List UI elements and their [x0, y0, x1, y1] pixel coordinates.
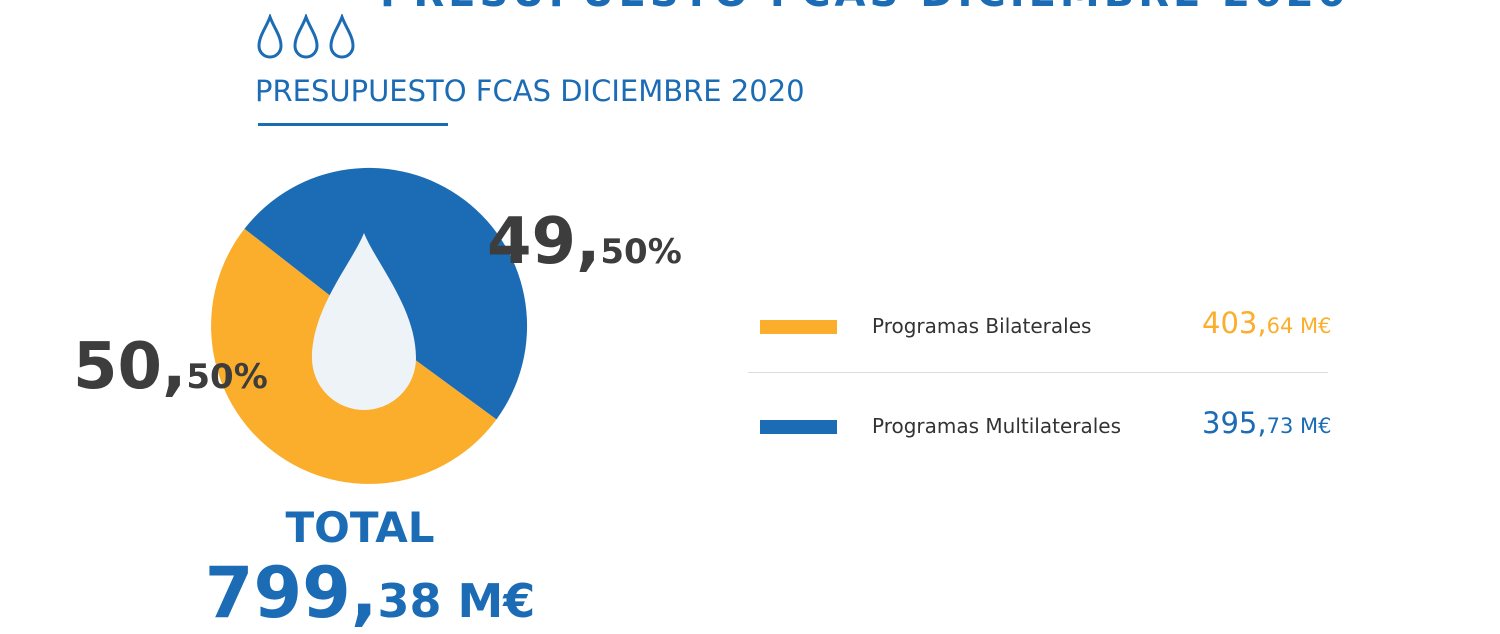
legend-swatch-orange	[760, 320, 837, 334]
legend-divider	[748, 372, 1328, 373]
legend-item-multilaterales: Programas Multilaterales 395,73 M€	[760, 406, 1360, 442]
water-drop-icon	[293, 14, 319, 59]
water-drop-icon	[329, 14, 355, 59]
legend-swatch-blue	[760, 420, 837, 434]
slice-label-multilaterales: 49,50%	[487, 205, 682, 279]
total-value: 799,38 M€	[204, 552, 536, 634]
total-label: TOTAL	[285, 503, 435, 552]
pie-chart	[211, 167, 528, 484]
drop-icons	[256, 14, 356, 62]
water-drop-icon	[312, 233, 416, 410]
page-title: PRESUPUESTO FCAS DICIEMBRE 2020	[255, 74, 805, 108]
slice-label-bilaterales: 50,50%	[73, 330, 268, 404]
legend-value: 395,73 M€	[1202, 406, 1332, 440]
title-underline	[258, 123, 448, 126]
legend-label: Programas Bilaterales	[872, 314, 1092, 338]
cut-off-title: PRESUPUESTO FCAS DICIEMBRE 2020	[380, 0, 1350, 16]
legend-label: Programas Multilaterales	[872, 414, 1122, 438]
water-drop-icon	[257, 14, 283, 59]
legend-item-bilaterales: Programas Bilaterales 403,64 M€	[760, 306, 1360, 342]
legend-value: 403,64 M€	[1202, 306, 1332, 340]
